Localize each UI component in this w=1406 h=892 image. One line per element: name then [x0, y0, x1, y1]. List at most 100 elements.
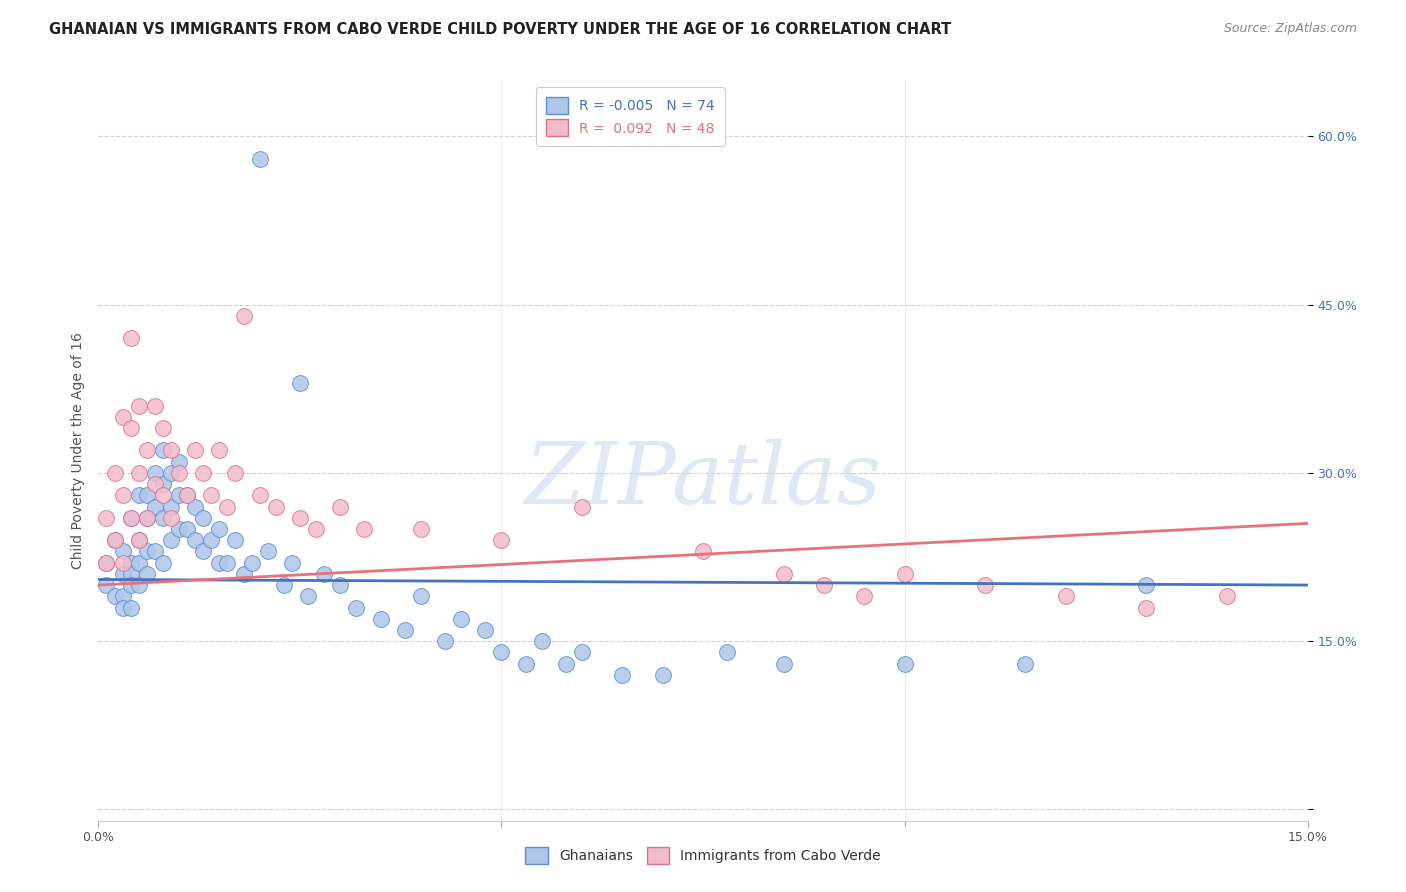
Point [692, 544, 714, 558]
Point [184, 500, 207, 514]
Point [135, 510, 157, 524]
Point [530, 634, 553, 648]
Point [111, 600, 134, 615]
Point [120, 566, 142, 581]
Point [200, 533, 222, 548]
Point [167, 488, 190, 502]
Point [281, 556, 304, 570]
Point [103, 533, 125, 548]
Text: Source: ZipAtlas.com: Source: ZipAtlas.com [1223, 22, 1357, 36]
Text: GHANAIAN VS IMMIGRANTS FROM CABO VERDE CHILD POVERTY UNDER THE AGE OF 16 CORRELA: GHANAIAN VS IMMIGRANTS FROM CABO VERDE C… [49, 22, 952, 37]
Point [128, 533, 150, 548]
Point [128, 399, 150, 413]
Point [128, 488, 150, 502]
Point [297, 589, 319, 603]
Point [152, 556, 174, 570]
Point [103, 533, 125, 548]
Point [515, 657, 537, 671]
Point [152, 443, 174, 458]
Point [111, 566, 134, 581]
Point [409, 522, 432, 536]
Point [394, 623, 416, 637]
Point [208, 556, 231, 570]
Point [193, 544, 215, 558]
Point [1135, 600, 1157, 615]
Point [143, 500, 166, 514]
Point [128, 556, 150, 570]
Point [716, 645, 738, 659]
Point [176, 488, 198, 502]
Point [103, 466, 125, 480]
Point [135, 566, 157, 581]
Point [305, 522, 328, 536]
Point [120, 421, 142, 435]
Point [772, 657, 794, 671]
Point [571, 645, 593, 659]
Point [264, 500, 287, 514]
Point [893, 566, 915, 581]
Point [232, 309, 254, 323]
Point [249, 488, 271, 502]
Point [491, 645, 513, 659]
Point [240, 556, 263, 570]
Point [152, 510, 174, 524]
Point [96, 578, 118, 592]
Point [167, 522, 190, 536]
Point [491, 533, 513, 548]
Point [111, 589, 134, 603]
Point [1014, 657, 1036, 671]
Point [152, 488, 174, 502]
Point [135, 510, 157, 524]
Point [434, 634, 457, 648]
Point [160, 466, 183, 480]
Point [184, 533, 207, 548]
Point [612, 668, 634, 682]
Point [1054, 589, 1077, 603]
Point [232, 566, 254, 581]
Point [128, 578, 150, 592]
Point [120, 556, 142, 570]
Point [571, 500, 593, 514]
Point [370, 612, 392, 626]
Point [288, 376, 311, 391]
Point [143, 466, 166, 480]
Point [128, 466, 150, 480]
Point [329, 578, 352, 592]
Legend: Ghanaians, Immigrants from Cabo Verde: Ghanaians, Immigrants from Cabo Verde [520, 841, 886, 869]
Point [1135, 578, 1157, 592]
Point [249, 152, 271, 166]
Point [256, 544, 278, 558]
Point [152, 421, 174, 435]
Point [772, 566, 794, 581]
Point [135, 544, 157, 558]
Point [143, 399, 166, 413]
Point [128, 533, 150, 548]
Point [96, 556, 118, 570]
Point [120, 578, 142, 592]
Point [111, 556, 134, 570]
Point [152, 477, 174, 491]
Point [344, 600, 367, 615]
Point [208, 522, 231, 536]
Point [120, 510, 142, 524]
Point [160, 500, 183, 514]
Point [143, 544, 166, 558]
Point [974, 578, 997, 592]
Point [167, 466, 190, 480]
Point [111, 544, 134, 558]
Point [111, 409, 134, 424]
Point [120, 331, 142, 345]
Point [160, 510, 183, 524]
Point [409, 589, 432, 603]
Point [853, 589, 876, 603]
Point [555, 657, 578, 671]
Point [200, 488, 222, 502]
Point [176, 488, 198, 502]
Point [224, 533, 246, 548]
Point [167, 455, 190, 469]
Point [193, 510, 215, 524]
Point [273, 578, 295, 592]
Point [314, 566, 336, 581]
Point [217, 556, 239, 570]
Point [143, 477, 166, 491]
